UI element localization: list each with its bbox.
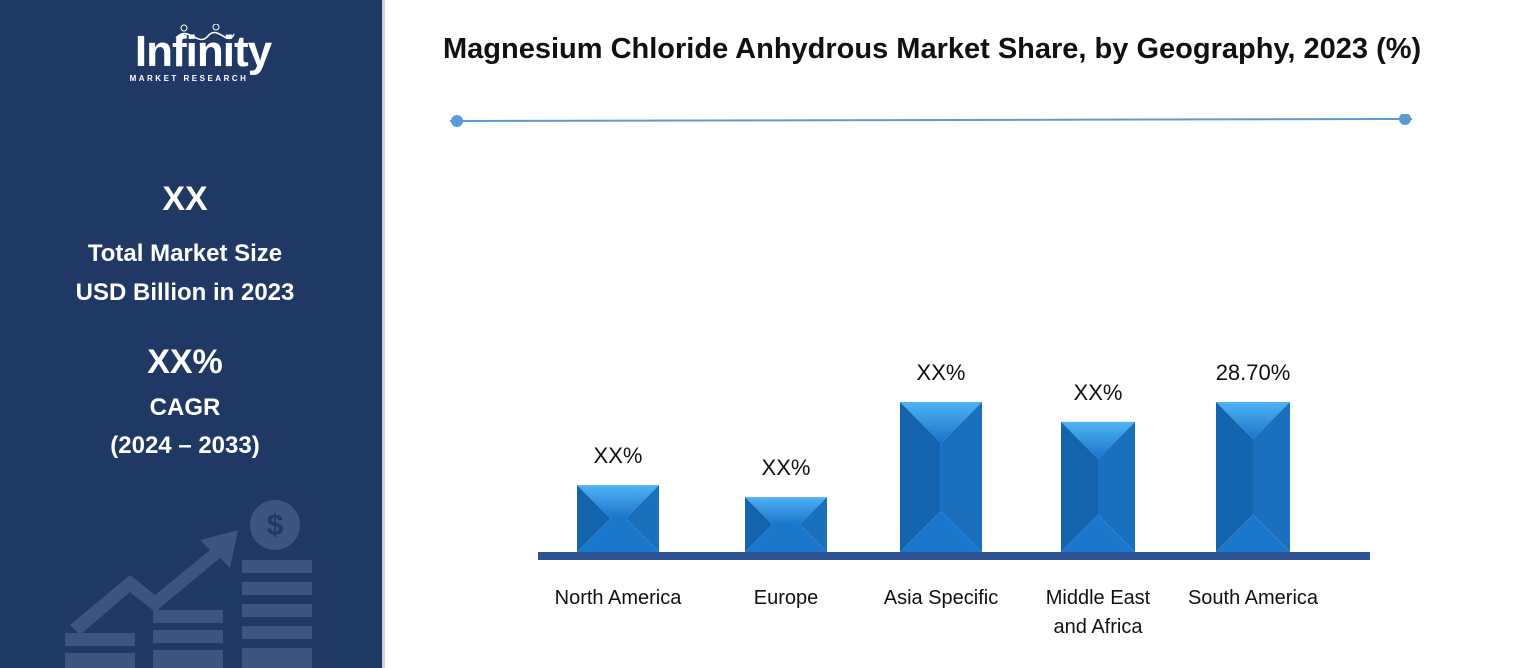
category-label: Europe bbox=[753, 587, 819, 609]
data-label: XX% bbox=[593, 443, 643, 469]
bar-south-america bbox=[1216, 402, 1290, 552]
category-label: North America bbox=[554, 587, 682, 609]
category-label: Asia Specific bbox=[883, 587, 999, 609]
logo-text: Infinity bbox=[134, 27, 272, 76]
title-divider bbox=[450, 114, 1412, 127]
data-label: XX% bbox=[761, 455, 811, 481]
category-label: Middle East and Africa bbox=[1045, 587, 1151, 638]
bar-asia-specific bbox=[900, 402, 982, 552]
market-size-value: XX bbox=[162, 180, 208, 218]
growth-chart-icon: $ bbox=[65, 500, 312, 668]
sidebar: Infinity MARKET RESEARCH XX Total Market… bbox=[0, 0, 385, 668]
market-size-label: Total Market Size bbox=[87, 240, 283, 267]
bar-europe bbox=[745, 497, 827, 552]
logo-subtext: MARKET RESEARCH bbox=[129, 74, 249, 83]
bar-north-america bbox=[577, 485, 659, 552]
svg-text:$: $ bbox=[267, 509, 284, 542]
chart-title: Magnesium Chloride Anhydrous Market Shar… bbox=[443, 33, 1422, 65]
cagr-label: CAGR bbox=[149, 394, 221, 421]
data-label: XX% bbox=[916, 360, 966, 385]
bar-middle-east-and-africa bbox=[1061, 421, 1135, 552]
data-label: 28.70% bbox=[1215, 360, 1291, 385]
x-axis bbox=[538, 552, 1370, 560]
category-label: South America bbox=[1187, 587, 1319, 609]
data-label: XX% bbox=[1073, 379, 1123, 405]
cagr-period: (2024 – 2033) bbox=[110, 432, 260, 459]
market-size-unit: USD Billion in 2023 bbox=[75, 279, 295, 306]
logo: Infinity MARKET RESEARCH bbox=[128, 24, 278, 83]
infinity-logo-icon bbox=[175, 24, 235, 41]
cagr-value: XX% bbox=[147, 343, 223, 381]
